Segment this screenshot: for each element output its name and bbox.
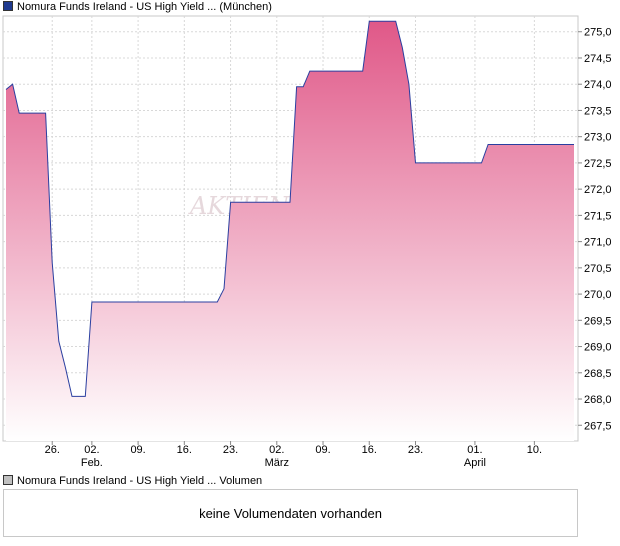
y-tick-label: 273,5	[584, 105, 612, 117]
y-tick-label: 272,5	[584, 158, 612, 170]
y-tick-label: 270,0	[584, 289, 612, 301]
price-area	[6, 21, 574, 441]
y-tick-label: 271,0	[584, 237, 612, 249]
y-tick-label: 273,0	[584, 132, 612, 144]
x-tick-label: 26.	[45, 444, 60, 456]
y-tick-label: 268,5	[584, 368, 612, 380]
y-tick-label: 267,5	[584, 420, 612, 432]
y-tick-label: 272,0	[584, 184, 612, 196]
main-legend: Nomura Funds Ireland - US High Yield ...…	[3, 0, 272, 14]
x-month-label: April	[464, 457, 486, 469]
x-tick-label: 01.	[467, 444, 482, 456]
x-tick-label: 10.	[527, 444, 542, 456]
x-tick-label: 09.	[130, 444, 145, 456]
x-tick-label: 16.	[362, 444, 377, 456]
volume-panel: keine Volumendaten vorhanden	[3, 489, 578, 537]
x-tick-label: 23.	[223, 444, 238, 456]
x-tick-label: 02.	[269, 444, 284, 456]
y-tick-label: 274,0	[584, 79, 612, 91]
x-tick-label: 09.	[315, 444, 330, 456]
y-tick-label: 269,5	[584, 315, 612, 327]
volume-series-swatch	[3, 475, 13, 485]
x-tick-label: 23.	[408, 444, 423, 456]
x-month-label: März	[265, 457, 289, 469]
y-axis: 267,5 268,0 268,5 269,0 269,5 270,0 270,5 271,0…	[578, 27, 612, 432]
x-month-label: Feb.	[81, 457, 103, 469]
price-line	[5, 20, 574, 397]
y-tick-label: 275,0	[584, 27, 612, 39]
y-tick-label: 268,0	[584, 394, 612, 406]
price-chart: AKTIEN 267,5268,0268,5269,0269,5270,0270…	[2, 15, 612, 469]
y-tick-label: 270,5	[584, 263, 612, 275]
y-tick-label: 274,5	[584, 53, 612, 65]
main-legend-label: Nomura Funds Ireland - US High Yield ...…	[17, 1, 272, 13]
y-tick-label: 271,5	[584, 210, 612, 222]
volume-empty-message: keine Volumendaten vorhanden	[199, 505, 382, 521]
x-tick-label: 16.	[177, 444, 192, 456]
x-tick-label: 02.	[84, 444, 99, 456]
main-series-swatch	[3, 1, 13, 11]
volume-legend: Nomura Funds Ireland - US High Yield ...…	[3, 474, 262, 488]
volume-legend-label: Nomura Funds Ireland - US High Yield ...…	[17, 475, 263, 487]
y-tick-label: 269,0	[584, 342, 612, 354]
